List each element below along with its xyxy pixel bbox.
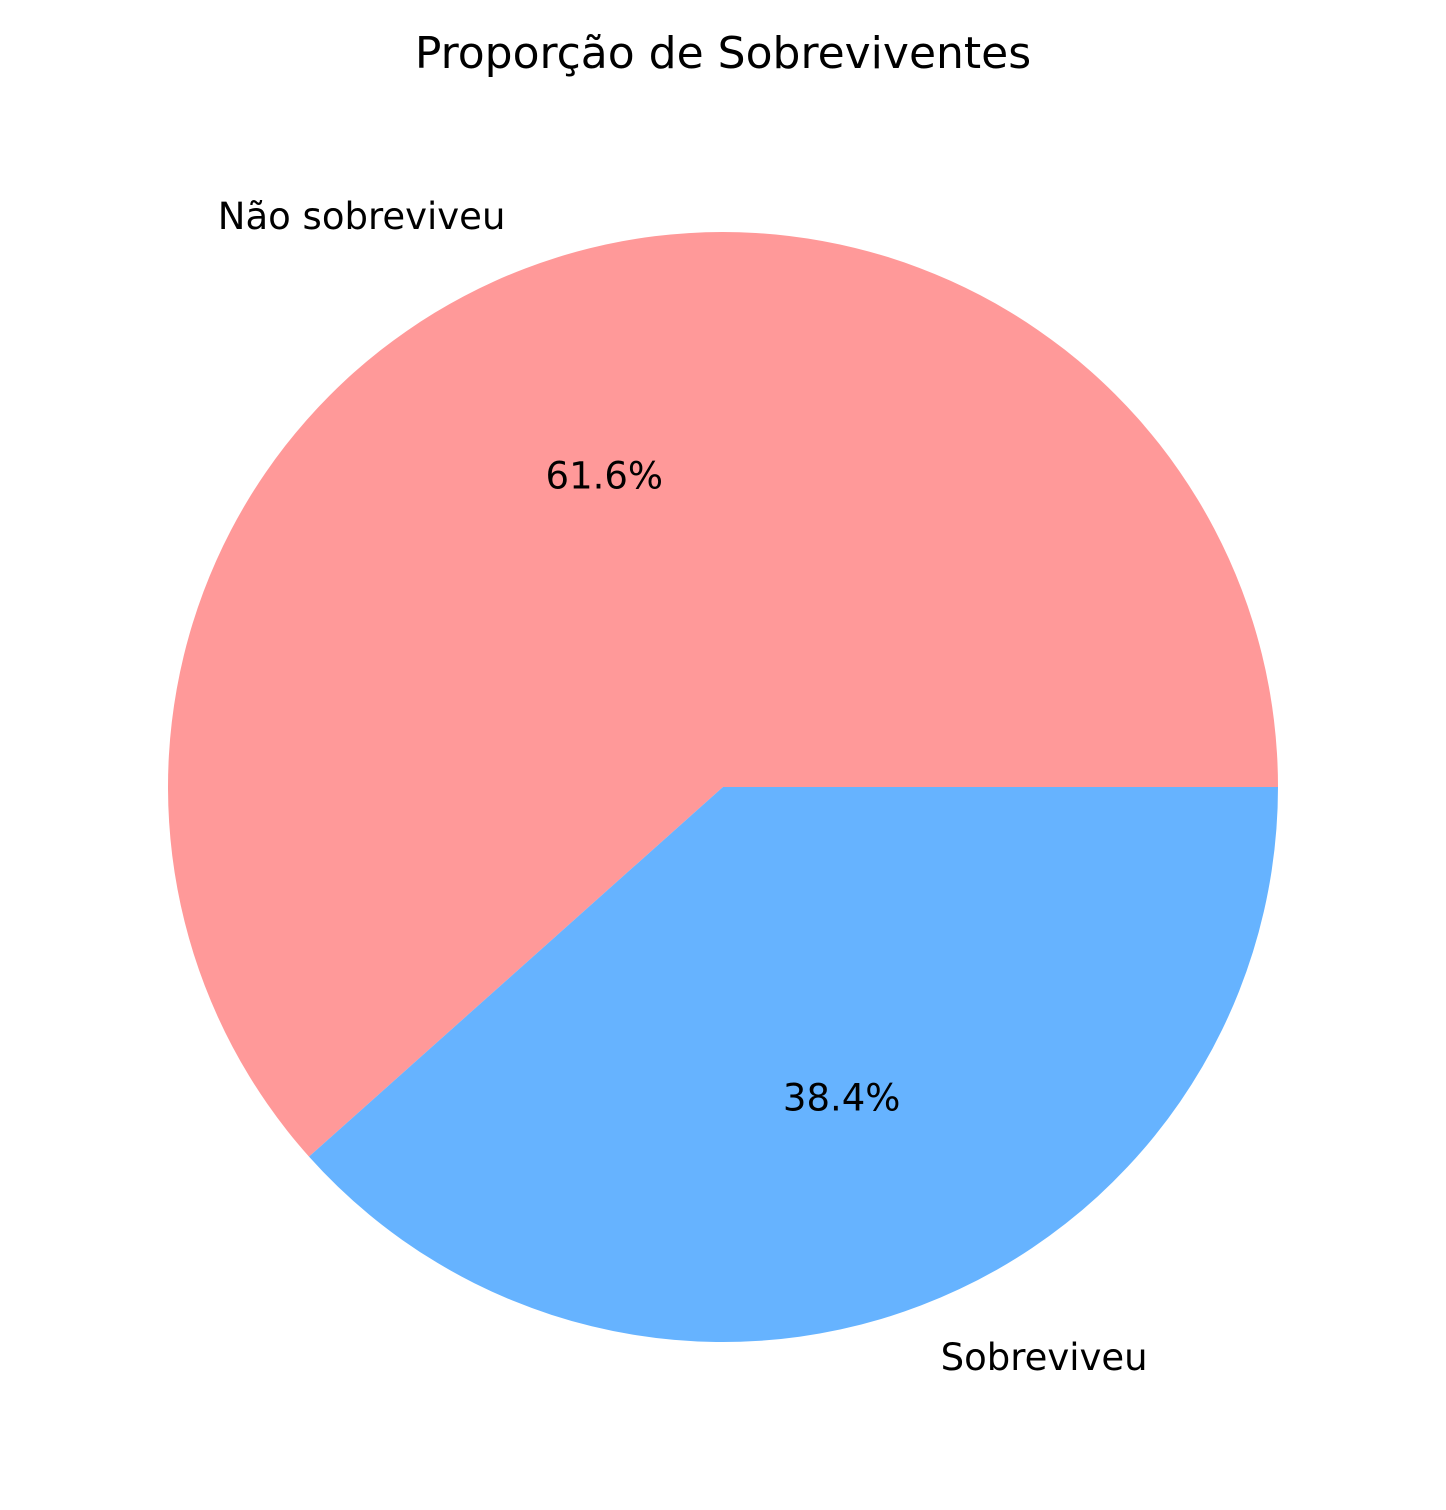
chart-title: Proporção de Sobreviventes xyxy=(415,28,1031,79)
pie-slice-sobreviveu xyxy=(309,787,1278,1343)
slice-label-nao-sobreviveu: Não sobreviveu xyxy=(218,195,506,238)
pie-labels: Não sobreviveu 61.6% Sobreviveu 38.4% xyxy=(218,195,1148,1379)
slice-label-sobreviveu: Sobreviveu xyxy=(941,1336,1148,1379)
percent-label-nao-sobreviveu: 61.6% xyxy=(546,454,664,497)
pie-slice-nao-sobreviveu xyxy=(167,232,1278,1157)
percent-label-sobreviveu: 38.4% xyxy=(783,1077,901,1120)
pie-slices xyxy=(167,232,1278,1343)
